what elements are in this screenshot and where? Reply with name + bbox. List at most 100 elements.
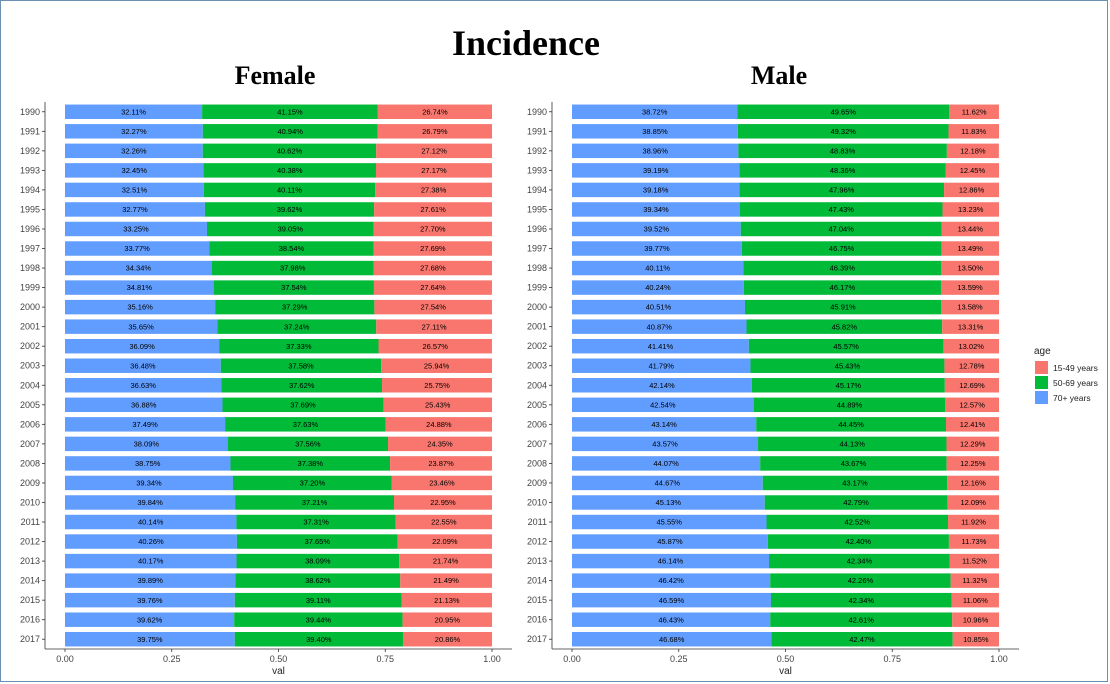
data-label: 12.57% (959, 400, 985, 409)
bar-segment-70-years (65, 456, 231, 471)
bar-segment-50-69-years (221, 378, 383, 393)
data-label: 37.69% (290, 400, 316, 409)
data-label: 33.25% (123, 225, 149, 234)
y-tick-label: 1998 (20, 263, 40, 273)
data-label: 41.15% (277, 107, 303, 116)
data-label: 35.16% (127, 303, 153, 312)
y-tick-label: 2017 (20, 634, 40, 644)
data-label: 39.76% (137, 596, 163, 605)
bar-segment-15-49-years (945, 397, 999, 413)
bar-segment-70-years (572, 456, 761, 471)
bar-segment-15-49-years (942, 202, 999, 217)
data-label: 32.77% (122, 205, 148, 214)
bar-segment-50-69-years (750, 358, 945, 373)
y-tick-label: 2015 (527, 595, 547, 605)
data-label: 27.64% (420, 283, 446, 292)
bar-segment-50-69-years (209, 241, 374, 256)
data-label: 39.05% (278, 225, 304, 234)
bar-segment-15-49-years (948, 124, 999, 139)
data-label: 44.07% (653, 459, 679, 468)
bar-segment-50-69-years (235, 495, 395, 510)
bar-segment-70-years (65, 378, 222, 393)
bar-segment-15-49-years (375, 163, 492, 178)
bar-segment-70-years (65, 319, 218, 334)
y-tick-label: 2008 (527, 458, 547, 468)
bar-segment-50-69-years (215, 299, 375, 315)
legend-swatch (1035, 361, 1048, 374)
bar-segment-70-years (572, 182, 740, 198)
bar-segment-15-49-years (374, 202, 492, 217)
bar-segment-50-69-years (737, 104, 950, 119)
data-label: 43.67% (841, 459, 867, 468)
bar-segment-70-years (572, 124, 738, 139)
data-label: 39.89% (137, 576, 163, 585)
data-label: 38.62% (305, 576, 331, 585)
data-label: 37.58% (288, 361, 314, 370)
bar-segment-50-69-years (227, 436, 389, 452)
data-label: 37.33% (286, 342, 312, 351)
data-label: 12.69% (959, 381, 985, 390)
bar-segment-15-49-years (391, 475, 492, 491)
data-label: 39.34% (643, 205, 669, 214)
bar-segment-15-49-years (394, 495, 492, 510)
data-label: 38.85% (642, 127, 668, 136)
data-label: 32.45% (122, 166, 148, 175)
data-label: 12.18% (960, 146, 986, 155)
data-label: 13.44% (958, 225, 984, 234)
bar-segment-15-49-years (941, 260, 999, 276)
bar-segment-15-49-years (377, 104, 492, 119)
data-label: 13.02% (958, 342, 984, 351)
y-tick-label: 2010 (20, 497, 40, 507)
bar-segment-50-69-years (770, 573, 951, 588)
bar-segment-50-69-years (235, 573, 401, 588)
bar-segment-15-49-years (373, 221, 492, 237)
x-tick-label: 0.50 (777, 654, 795, 664)
bar-segment-70-years (572, 514, 767, 530)
y-tick-label: 1998 (527, 263, 547, 273)
bar-segment-50-69-years (737, 124, 949, 139)
bar-segment-15-49-years (948, 514, 999, 530)
bar-segment-15-49-years (373, 280, 492, 295)
bar-segment-50-69-years (203, 182, 376, 198)
data-label: 39.77% (644, 244, 670, 253)
data-label: 44.45% (838, 420, 864, 429)
bar-segment-70-years (572, 417, 757, 432)
data-label: 12.78% (959, 361, 985, 370)
data-label: 42.40% (846, 537, 872, 546)
bar-segment-70-years (65, 397, 223, 413)
bar-segment-15-49-years (402, 612, 493, 627)
data-label: 11.83% (961, 127, 986, 136)
bar-segment-50-69-years (743, 260, 942, 276)
bar-segment-15-49-years (374, 299, 492, 315)
data-label: 37.62% (289, 381, 315, 390)
bar-segment-50-69-years (225, 417, 386, 432)
bar-segment-70-years (65, 143, 203, 159)
bar-segment-70-years (65, 553, 237, 569)
y-tick-label: 2001 (20, 322, 40, 332)
y-tick-label: 2011 (21, 517, 40, 527)
legend-swatch (1035, 391, 1048, 404)
data-label: 11.52% (962, 557, 987, 566)
bar-segment-70-years (572, 338, 749, 354)
data-label: 47.96% (829, 186, 855, 195)
data-label: 32.26% (121, 146, 147, 155)
y-tick-label: 2015 (20, 595, 40, 605)
data-label: 27.12% (421, 146, 447, 155)
legend-title: age (1034, 346, 1051, 357)
bar-segment-15-49-years (942, 319, 999, 334)
bar-segment-70-years (65, 592, 235, 608)
bar-segment-50-69-years (748, 338, 944, 354)
data-label: 47.04% (828, 225, 854, 234)
bar-segment-15-49-years (399, 553, 492, 569)
bar-segment-70-years (572, 378, 752, 393)
data-label: 44.89% (837, 400, 863, 409)
y-tick-label: 2013 (527, 556, 547, 566)
bar-segment-50-69-years (739, 182, 945, 198)
bar-segment-15-49-years (395, 514, 492, 530)
data-label: 27.69% (420, 244, 446, 253)
bar-segment-50-69-years (222, 397, 384, 413)
data-label: 32.27% (121, 127, 147, 136)
data-label: 37.65% (305, 537, 331, 546)
data-label: 12.41% (960, 420, 986, 429)
